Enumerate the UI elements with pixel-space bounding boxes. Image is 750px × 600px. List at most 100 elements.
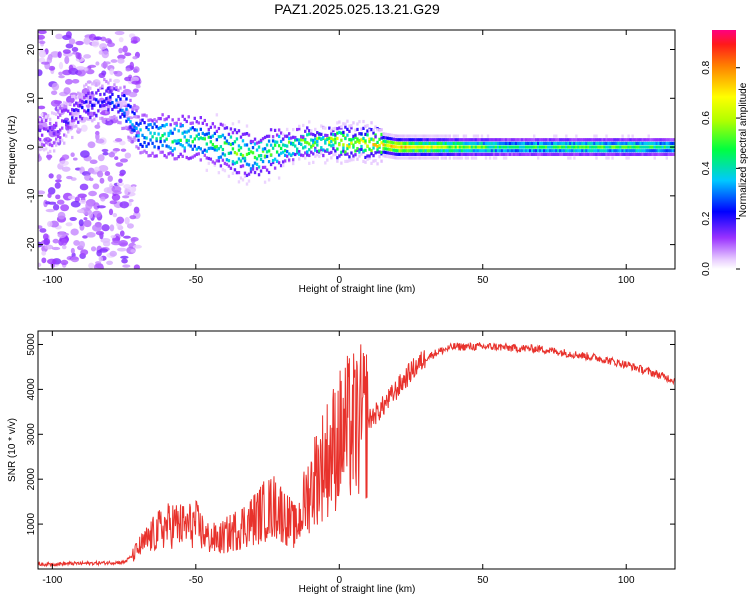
- heatmap-cell: [45, 208, 55, 213]
- heatmap-cell: [621, 141, 624, 146]
- heatmap-cell: [649, 138, 652, 142]
- heatmap-cell: [109, 68, 115, 75]
- heatmap-cell: [169, 123, 172, 127]
- heatmap-cell: [197, 152, 200, 156]
- heatmap-cell: [105, 110, 108, 114]
- heatmap-cell: [324, 149, 327, 153]
- heatmap-cell: [555, 134, 558, 138]
- heatmap-cell: [120, 148, 127, 152]
- heatmap-cell: [56, 139, 60, 143]
- heatmap-cell: [71, 94, 74, 99]
- heatmap-cell: [50, 143, 54, 148]
- heatmap-cell: [114, 156, 119, 161]
- heatmap-cell: [213, 163, 217, 167]
- heatmap-cell: [63, 141, 66, 145]
- heatmap-cell: [382, 135, 385, 140]
- heatmap-cell: [118, 37, 124, 43]
- heatmap-cell: [61, 126, 64, 130]
- heatmap-cell: [623, 149, 626, 153]
- heatmap-cell: [452, 134, 456, 138]
- heatmap-cell: [281, 160, 285, 164]
- heatmap-cell: [480, 149, 484, 153]
- heatmap-cell: [94, 166, 100, 172]
- heatmap-cell: [73, 125, 76, 129]
- heatmap-cell: [539, 141, 542, 146]
- heatmap-cell: [91, 106, 94, 110]
- heatmap-cell: [143, 113, 146, 117]
- heatmap-cell: [300, 153, 303, 157]
- heatmap-cell: [285, 144, 289, 148]
- heatmap-cell: [155, 119, 158, 123]
- heatmap-cell: [446, 134, 450, 138]
- heatmap-cell: [410, 145, 413, 149]
- heatmap-cell: [58, 128, 62, 132]
- heatmap-cell: [207, 131, 211, 135]
- heatmap-cell: [551, 149, 554, 153]
- heatmap-cell: [458, 149, 462, 153]
- heatmap-cell: [114, 30, 125, 36]
- heatmap-cell: [506, 145, 510, 149]
- heatmap-cell: [386, 132, 389, 137]
- heatmap-cell: [531, 141, 534, 146]
- heatmap-cell: [605, 134, 608, 138]
- heatmap-cell: [466, 152, 470, 156]
- heatmap-cell: [452, 156, 456, 160]
- heatmap-cell: [573, 149, 576, 153]
- heatmap-cell: [583, 141, 586, 146]
- heatmap-cell: [452, 138, 456, 142]
- heatmap-cell: [595, 141, 598, 146]
- heatmap-cell: [428, 134, 431, 138]
- heatmap-cell: [645, 149, 648, 153]
- heatmap-cell: [432, 134, 435, 138]
- heatmap-cell: [99, 104, 102, 108]
- heatmap-cell: [340, 125, 343, 129]
- heatmap-cell: [44, 147, 48, 151]
- heatmap-cell: [352, 157, 355, 162]
- heatmap-cell: [362, 136, 365, 140]
- heatmap-cell: [448, 134, 452, 138]
- x-tick-label: -100: [42, 575, 62, 586]
- heatmap-cell: [58, 136, 62, 140]
- heatmap-cell: [129, 61, 135, 70]
- heatmap-cell: [396, 156, 399, 160]
- heatmap-cell: [494, 156, 498, 160]
- heatmap-cell: [88, 262, 95, 269]
- colorbar-tick-label: 0.8: [701, 60, 712, 74]
- heatmap-cell: [438, 152, 442, 156]
- heatmap-cell: [500, 138, 504, 142]
- heatmap-cell: [85, 110, 88, 114]
- heatmap-cell: [269, 153, 273, 157]
- heatmap-cell: [428, 149, 431, 153]
- heatmap-cell: [450, 145, 454, 149]
- heatmap-cell: [101, 100, 104, 104]
- heatmap-cell: [131, 110, 134, 114]
- heatmap-cell: [460, 156, 464, 160]
- heatmap-cell: [516, 149, 520, 153]
- heatmap-cell: [512, 138, 516, 142]
- heatmap-cell: [185, 138, 188, 142]
- heatmap-cell: [312, 132, 315, 137]
- heatmap-cell: [38, 34, 46, 40]
- heatmap-cell: [446, 138, 450, 142]
- heatmap-cell: [147, 154, 150, 158]
- heatmap-cell: [561, 141, 564, 146]
- heatmap-cell: [607, 156, 610, 160]
- heatmap-cell: [54, 123, 58, 127]
- heatmap-cell: [64, 78, 73, 85]
- heatmap-cell: [316, 131, 319, 135]
- heatmap-cell: [79, 98, 82, 102]
- heatmap-cell: [89, 100, 92, 104]
- heatmap-cell: [569, 138, 572, 142]
- heatmap-cell: [456, 145, 460, 149]
- heatmap-cell: [468, 141, 472, 146]
- heatmap-cell: [374, 125, 377, 129]
- heatmap-cell: [573, 138, 576, 142]
- heatmap-cell: [83, 84, 86, 88]
- heatmap-cell: [78, 240, 86, 249]
- heatmap-cell: [91, 119, 94, 123]
- heatmap-cell: [113, 104, 116, 108]
- heatmap-cell: [613, 145, 616, 149]
- heatmap-cell: [306, 126, 309, 130]
- heatmap-cell: [514, 145, 518, 149]
- heatmap-cell: [372, 143, 375, 147]
